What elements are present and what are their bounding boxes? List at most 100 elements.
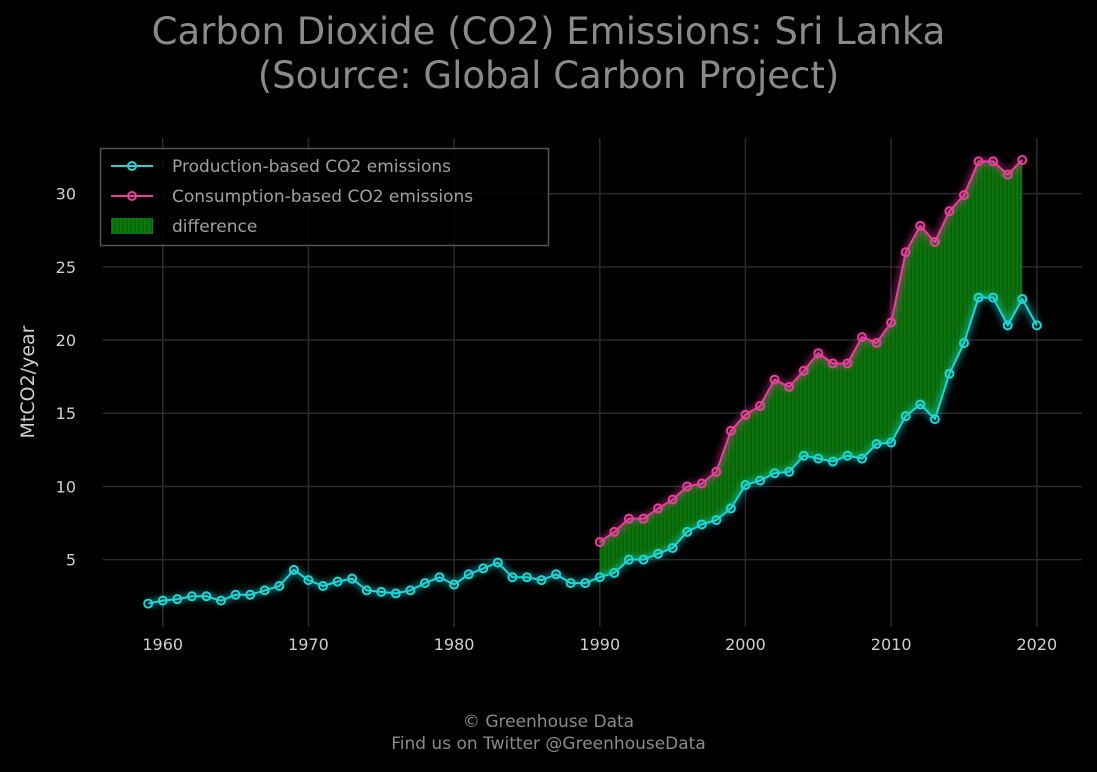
consumption-series-point — [653, 503, 664, 514]
production-series-point — [1017, 294, 1028, 305]
production-series-point — [143, 598, 154, 609]
y-tick-label: 20 — [56, 331, 76, 350]
chart-title: Carbon Dioxide (CO2) Emissions: Sri Lank… — [0, 10, 1097, 98]
consumption-series-point — [871, 337, 882, 348]
production-series-point — [478, 563, 489, 574]
production-series-point — [303, 575, 314, 586]
production-series-point — [740, 479, 751, 490]
consumption-series-point — [1002, 169, 1013, 180]
production-series-point — [755, 475, 766, 486]
production-series-point — [886, 437, 897, 448]
production-series-point — [317, 581, 328, 592]
production-series-point — [434, 572, 445, 583]
production-series-point — [653, 548, 664, 559]
consumption-series-point — [725, 425, 736, 436]
production-series-point — [449, 579, 460, 590]
consumption-series-point — [842, 358, 853, 369]
production-series-line — [147, 296, 1038, 605]
consumption-series-point — [886, 317, 897, 328]
production-series-point — [157, 595, 168, 606]
production-series-point — [929, 414, 940, 425]
consumption-series-point — [784, 381, 795, 392]
production-series-point — [1002, 320, 1013, 331]
x-tick-label: 1960 — [142, 635, 183, 654]
legend-consumption-marker — [127, 191, 137, 201]
production-series-point — [696, 519, 707, 530]
production-series-point — [711, 515, 722, 526]
legend-production-label: Production-based CO2 emissions — [172, 157, 451, 177]
y-tick-label: 10 — [56, 477, 76, 496]
legend-difference-swatch — [111, 218, 153, 234]
consumption-series-point — [813, 348, 824, 359]
consumption-series-point — [958, 190, 969, 201]
y-tick-label: 25 — [56, 258, 76, 277]
footer-credit: © Greenhouse Data — [462, 712, 635, 732]
consumption-series-point — [1017, 154, 1028, 165]
production-series-point — [376, 586, 387, 597]
production-series-point — [900, 411, 911, 422]
production-series-point — [973, 292, 984, 303]
consumption-series-point — [696, 478, 707, 489]
production-series-point — [988, 292, 999, 303]
production-series-point — [565, 578, 576, 589]
consumption-series-point — [594, 537, 605, 548]
production-series-point — [201, 591, 212, 602]
production-series-point — [769, 468, 780, 479]
production-series-point — [463, 569, 474, 580]
legend-production-marker — [127, 161, 137, 171]
production-series-point — [871, 438, 882, 449]
consumption-series-point — [609, 526, 620, 537]
production-series-point — [580, 578, 591, 589]
legend-box — [99, 147, 550, 247]
production-series-point — [827, 456, 838, 467]
production-series-point — [288, 564, 299, 575]
production-series-point — [857, 453, 868, 464]
consumption-series-point — [740, 409, 751, 420]
production-series-point — [725, 503, 736, 514]
production-series-point — [609, 567, 620, 578]
production-series-point — [958, 337, 969, 348]
production-series-point — [1031, 320, 1042, 331]
production-series-point — [682, 526, 693, 537]
production-series-point — [623, 554, 634, 565]
footer-twitter: Find us on Twitter @GreenhouseData — [391, 734, 706, 754]
production-series-point — [536, 575, 547, 586]
consumption-series-point — [827, 358, 838, 369]
y-tick-label: 15 — [56, 404, 76, 423]
production-series-point — [245, 589, 256, 600]
x-tick-label: 1990 — [579, 635, 620, 654]
production-series-point — [172, 594, 183, 605]
consumption-series-point — [638, 513, 649, 524]
production-series-point — [186, 591, 197, 602]
consumption-series-point — [857, 332, 868, 343]
production-series-point — [944, 368, 955, 379]
production-series-point — [813, 453, 824, 464]
x-tick-label: 2020 — [1016, 635, 1057, 654]
production-series-point — [915, 399, 926, 410]
production-series-point — [390, 588, 401, 599]
production-series-point — [347, 573, 358, 584]
production-series-point — [259, 585, 270, 596]
production-series-point — [361, 585, 372, 596]
series-layer — [143, 154, 1042, 609]
footer: © Greenhouse Data Find us on Twitter @Gr… — [0, 711, 1097, 755]
consumption-series-point — [944, 206, 955, 217]
production-series-point — [405, 585, 416, 596]
x-tick-label: 2000 — [725, 635, 766, 654]
chart-title-line2: (Source: Global Carbon Project) — [257, 54, 840, 97]
consumption-series-point — [988, 156, 999, 167]
production-series-point — [667, 542, 678, 553]
y-tick-label: 5 — [66, 551, 76, 570]
production-series-point — [784, 466, 795, 477]
x-tick-label: 1970 — [288, 635, 329, 654]
legend: Production-based CO2 emissions Consumpti… — [99, 147, 550, 247]
production-series-point — [638, 554, 649, 565]
production-series-point — [492, 557, 503, 568]
legend-difference-label: difference — [172, 217, 257, 237]
production-series-point — [594, 572, 605, 583]
consumption-series-point — [973, 156, 984, 167]
legend-consumption-label: Consumption-based CO2 emissions — [172, 187, 473, 207]
production-series-point — [507, 572, 518, 583]
x-tick-label: 1980 — [434, 635, 475, 654]
